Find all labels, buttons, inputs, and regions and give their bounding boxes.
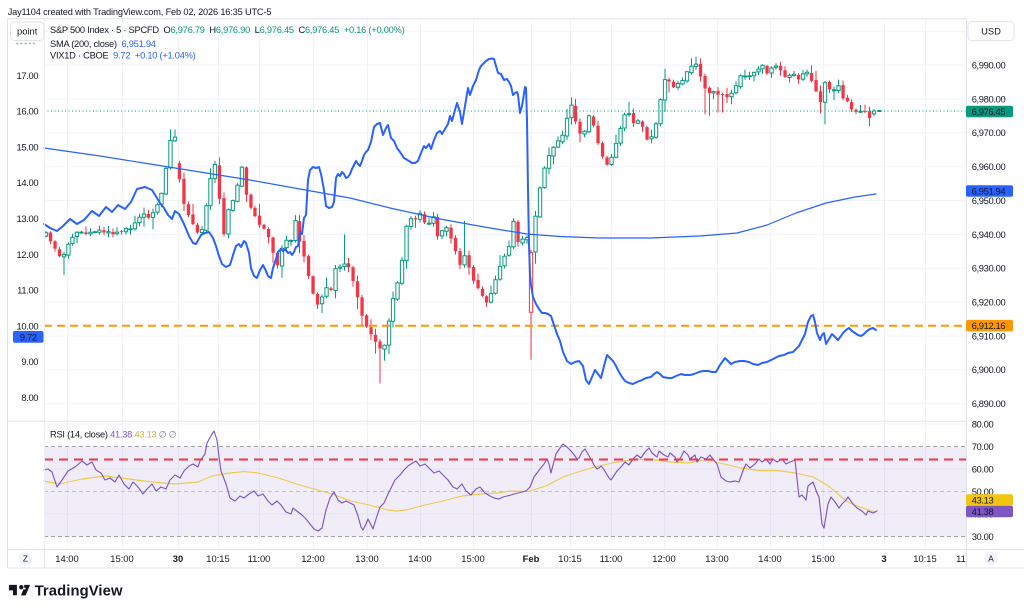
svg-text:6,980.00: 6,980.00 [972, 93, 1006, 104]
svg-text:13.00: 13.00 [16, 213, 38, 224]
svg-text:10.00: 10.00 [16, 320, 38, 331]
svg-text:A: A [988, 555, 994, 564]
svg-text:6,951.94: 6,951.94 [972, 185, 1006, 196]
svg-text:14:00: 14:00 [55, 553, 78, 564]
svg-text:60.00: 60.00 [972, 463, 994, 474]
svg-text:15:00: 15:00 [811, 553, 834, 564]
svg-text:9.00: 9.00 [21, 356, 38, 367]
svg-text:12:00: 12:00 [301, 553, 324, 564]
svg-text:14:00: 14:00 [758, 553, 781, 564]
svg-text:point: point [17, 26, 38, 37]
svg-text:6,910.00: 6,910.00 [972, 330, 1006, 341]
svg-text:USD: USD [981, 26, 1001, 37]
svg-text:6,950.00: 6,950.00 [972, 195, 1006, 206]
svg-text:6,920.00: 6,920.00 [972, 297, 1006, 308]
svg-text:6,976.45: 6,976.45 [972, 106, 1006, 117]
svg-text:15:00: 15:00 [110, 553, 133, 564]
svg-text:6,940.00: 6,940.00 [972, 229, 1006, 240]
svg-text:3: 3 [881, 553, 886, 564]
svg-text:10:15: 10:15 [913, 553, 936, 564]
svg-text:16.00: 16.00 [16, 106, 38, 117]
svg-text:11:00: 11:00 [248, 553, 271, 564]
svg-text:14:00: 14:00 [408, 553, 431, 564]
svg-text:Z: Z [23, 555, 28, 564]
svg-text:41.38: 41.38 [972, 506, 994, 517]
svg-text:8.00: 8.00 [21, 392, 38, 403]
svg-text:6,970.00: 6,970.00 [972, 127, 1006, 138]
svg-text:13:00: 13:00 [705, 553, 728, 564]
svg-text:11:00: 11:00 [600, 553, 623, 564]
svg-text:S&P 500 Index · 5 · SPCFD O6,: S&P 500 Index · 5 · SPCFD O6,976.79 H6,9… [50, 25, 405, 35]
svg-text:RSI (14, close) 41.38 43.13 ∅: RSI (14, close) 41.38 43.13 ∅ ∅ [50, 429, 177, 439]
svg-text:15:00: 15:00 [461, 553, 484, 564]
svg-text:6,990.00: 6,990.00 [972, 60, 1006, 71]
svg-text:70.00: 70.00 [972, 441, 994, 452]
svg-text:SMA (200, close) 6,951.94: SMA (200, close) 6,951.94 [50, 39, 156, 49]
svg-text:11: 11 [956, 553, 966, 564]
svg-text:6,960.00: 6,960.00 [972, 161, 1006, 172]
svg-text:17.00: 17.00 [16, 70, 38, 81]
svg-text:TradingView: TradingView [35, 583, 123, 599]
svg-text:6,930.00: 6,930.00 [972, 263, 1006, 274]
svg-text:12.00: 12.00 [16, 249, 38, 260]
svg-text:14.00: 14.00 [16, 177, 38, 188]
svg-text:10:15: 10:15 [206, 553, 229, 564]
svg-text:VIX1D · CBOE 9.72 +0.10 (+1.: VIX1D · CBOE 9.72 +0.10 (+1.04%) [50, 51, 196, 61]
svg-text:50.00: 50.00 [972, 486, 994, 497]
svg-text:Feb: Feb [523, 553, 540, 564]
svg-text:12:00: 12:00 [652, 553, 675, 564]
svg-text:6,900.00: 6,900.00 [972, 364, 1006, 375]
svg-text:11.00: 11.00 [17, 285, 38, 296]
svg-text:80.00: 80.00 [972, 418, 994, 429]
svg-text:6,912.16: 6,912.16 [972, 320, 1006, 331]
svg-text:30: 30 [173, 553, 183, 564]
svg-text:Jay1104 created with TradingVi: Jay1104 created with TradingView.com, Fe… [8, 7, 272, 17]
svg-text:9.72: 9.72 [20, 331, 37, 342]
svg-text:15.00: 15.00 [16, 141, 38, 152]
svg-text:30.00: 30.00 [972, 531, 994, 542]
svg-text:13:00: 13:00 [355, 553, 378, 564]
svg-text:6,890.00: 6,890.00 [972, 398, 1006, 409]
svg-text:43.13: 43.13 [972, 494, 994, 505]
svg-text:10:15: 10:15 [558, 553, 581, 564]
